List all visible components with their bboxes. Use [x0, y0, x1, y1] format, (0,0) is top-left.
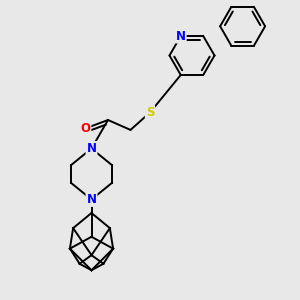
Text: O: O	[80, 122, 91, 135]
Text: N: N	[86, 142, 97, 155]
Text: S: S	[146, 106, 154, 119]
Text: N: N	[86, 193, 97, 206]
Text: N: N	[176, 29, 186, 43]
